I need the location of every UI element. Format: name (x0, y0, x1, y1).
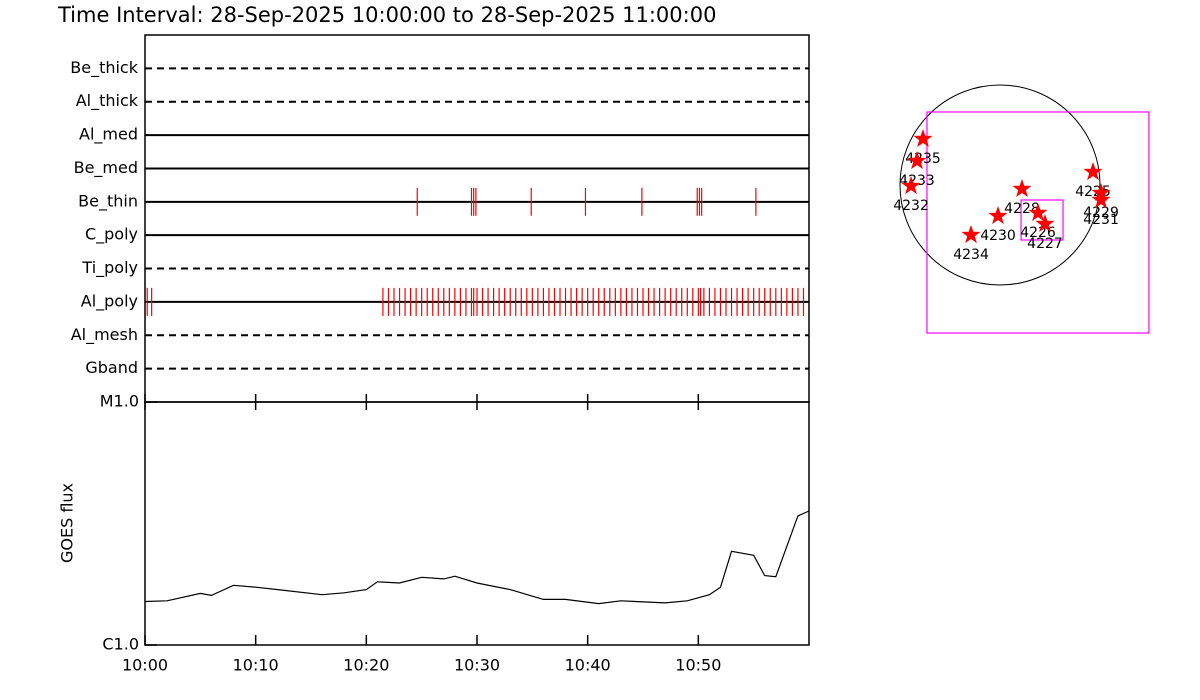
region-star (1028, 203, 1048, 222)
region-star (901, 176, 921, 195)
x-tick-label: 10:20 (343, 656, 389, 675)
y-tick-label: C1.0 (102, 635, 139, 654)
fov-box (926, 111, 1150, 334)
x-tick-label: 10:00 (122, 656, 168, 675)
solar-disk (899, 84, 1101, 286)
y-axis-label: GOES flux (58, 483, 77, 563)
row-label: Gband (85, 358, 138, 377)
x-tick-label: 10:40 (565, 656, 611, 675)
row-label: Al_thick (76, 91, 139, 111)
fov-box (1020, 199, 1064, 241)
x-tick-label: 10:30 (454, 656, 500, 675)
region-star (1091, 190, 1111, 209)
y-tick-label: M1.0 (100, 392, 139, 411)
row-label: Be_med (74, 158, 138, 178)
region-star (1035, 214, 1055, 232)
x-tick-label: 10:10 (233, 656, 279, 675)
row-label: Al_med (79, 125, 138, 145)
region-label: 4234 (953, 247, 989, 263)
region-star (1083, 162, 1103, 181)
region-label: 4228 (1004, 201, 1040, 217)
region-label: 4232 (893, 198, 929, 214)
chart-title: Time Interval: 28-Sep-2025 10:00:00 to 2… (57, 3, 716, 27)
region-label: 4231 (1083, 212, 1119, 228)
timeline-frame (144, 34, 810, 403)
row-label: Be_thin (78, 191, 138, 211)
row-label: Al_poly (81, 291, 138, 311)
row-label: Be_thick (70, 58, 138, 78)
region-star (1012, 179, 1032, 197)
region-star (913, 129, 933, 147)
region-star (988, 206, 1008, 225)
region-label: 4233 (899, 173, 935, 189)
row-label: Al_mesh (71, 325, 138, 345)
x-tick-label: 10:50 (675, 656, 721, 675)
region-star (961, 225, 981, 244)
region-label: 4229 (1083, 205, 1119, 221)
row-label: Ti_poly (81, 258, 138, 278)
region-label: 4227 (1027, 236, 1063, 252)
goes-line (144, 510, 810, 605)
region-label: 4230 (980, 228, 1016, 244)
region-star (907, 151, 927, 170)
goes-frame (144, 401, 810, 646)
row-label: C_poly (85, 225, 138, 245)
